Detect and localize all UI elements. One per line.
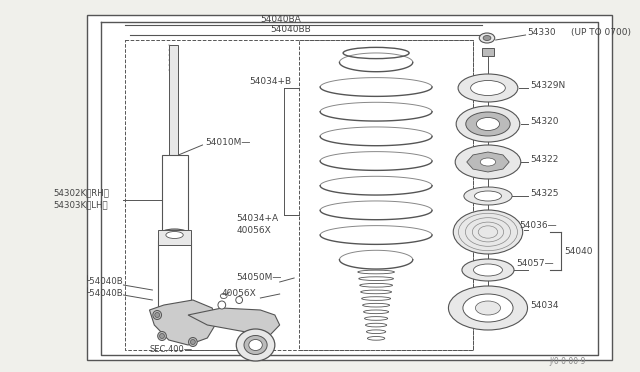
Ellipse shape [159, 334, 164, 339]
Text: 54040BB: 54040BB [270, 25, 311, 33]
Polygon shape [188, 308, 280, 335]
Text: 40056X: 40056X [222, 289, 257, 298]
Ellipse shape [153, 311, 161, 320]
FancyBboxPatch shape [162, 155, 188, 235]
Text: 54050M—: 54050M— [236, 273, 282, 282]
Ellipse shape [449, 286, 527, 330]
Ellipse shape [480, 158, 496, 166]
Ellipse shape [458, 74, 518, 102]
Ellipse shape [367, 330, 386, 334]
Ellipse shape [249, 340, 262, 350]
Ellipse shape [220, 294, 227, 298]
Ellipse shape [474, 191, 502, 201]
Text: 54329N: 54329N [531, 80, 566, 90]
Ellipse shape [474, 264, 502, 276]
Ellipse shape [365, 317, 388, 320]
Text: (UP TO 0700): (UP TO 0700) [571, 28, 631, 36]
Text: 54303K〈LH〉: 54303K〈LH〉 [53, 201, 108, 209]
Ellipse shape [483, 35, 491, 41]
Text: 54036—: 54036— [519, 221, 556, 230]
Text: 54040BA: 54040BA [260, 15, 301, 23]
Text: 40056X: 40056X [236, 225, 271, 234]
Text: 54034+A: 54034+A [236, 214, 278, 222]
Ellipse shape [236, 296, 243, 304]
Text: 54034: 54034 [531, 301, 559, 310]
Text: └54040B: └54040B [85, 289, 124, 298]
FancyBboxPatch shape [158, 240, 191, 325]
Ellipse shape [455, 145, 521, 179]
Ellipse shape [470, 80, 506, 96]
FancyBboxPatch shape [169, 45, 179, 155]
Text: └54040B: └54040B [85, 278, 124, 286]
Text: 54034+B: 54034+B [249, 77, 291, 86]
Ellipse shape [476, 301, 500, 315]
Text: J/0 0 00·9: J/0 0 00·9 [550, 357, 586, 366]
Ellipse shape [236, 329, 275, 361]
Ellipse shape [155, 312, 159, 317]
Polygon shape [150, 300, 217, 345]
Text: 54330: 54330 [527, 28, 556, 36]
Ellipse shape [157, 331, 166, 340]
Ellipse shape [463, 294, 513, 322]
Ellipse shape [466, 112, 510, 136]
Ellipse shape [360, 283, 392, 287]
Text: 54322: 54322 [531, 154, 559, 164]
Ellipse shape [189, 337, 197, 346]
FancyBboxPatch shape [482, 48, 494, 56]
Ellipse shape [363, 303, 390, 307]
Ellipse shape [365, 323, 387, 327]
Ellipse shape [361, 290, 392, 294]
Ellipse shape [362, 297, 390, 300]
Ellipse shape [453, 210, 523, 254]
Text: 54325: 54325 [531, 189, 559, 198]
Ellipse shape [359, 277, 394, 280]
Ellipse shape [456, 106, 520, 142]
Text: 54320: 54320 [531, 116, 559, 125]
Text: 54057—: 54057— [516, 260, 554, 269]
Ellipse shape [476, 118, 500, 131]
Ellipse shape [464, 187, 512, 205]
Text: 54040: 54040 [564, 247, 593, 257]
Ellipse shape [358, 270, 394, 274]
Polygon shape [467, 152, 509, 172]
Ellipse shape [244, 336, 267, 355]
FancyBboxPatch shape [158, 230, 191, 245]
Ellipse shape [367, 337, 385, 340]
Ellipse shape [159, 229, 190, 241]
Ellipse shape [479, 33, 495, 43]
Ellipse shape [166, 231, 183, 238]
Text: 54302K〈RH〉: 54302K〈RH〉 [53, 189, 109, 198]
Ellipse shape [364, 310, 388, 314]
Text: 54010M—: 54010M— [205, 138, 251, 147]
Ellipse shape [191, 340, 195, 344]
Ellipse shape [462, 259, 514, 281]
Ellipse shape [218, 301, 226, 309]
FancyBboxPatch shape [87, 15, 612, 360]
Text: SEC.400—: SEC.400— [150, 346, 193, 355]
